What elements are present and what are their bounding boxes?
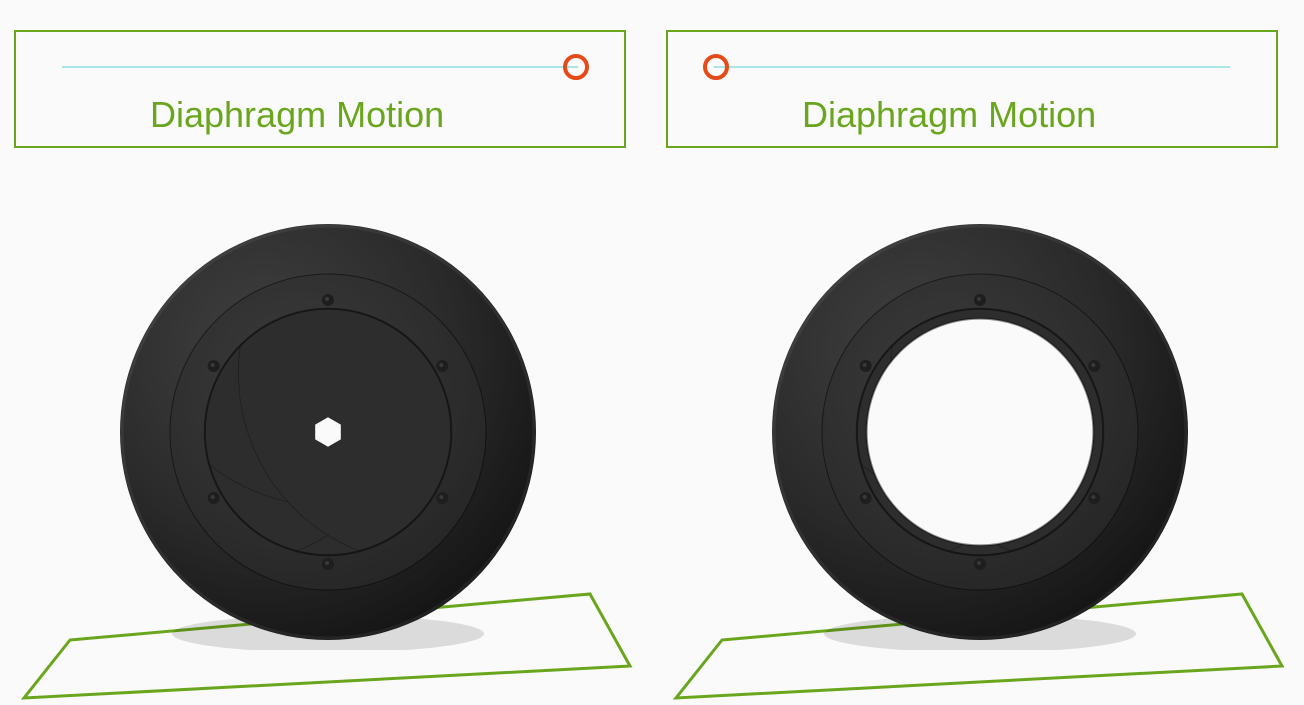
slider-label: Diaphragm Motion: [802, 94, 1096, 136]
slider-track[interactable]: [62, 66, 578, 68]
diaphragm-model: [110, 214, 546, 655]
diaphragm-model: [762, 214, 1198, 655]
panel-right: Diaphragm Motion: [652, 0, 1304, 705]
slider-label: Diaphragm Motion: [150, 94, 444, 136]
canvas: Diaphragm Motion Diaphragm Motion: [0, 0, 1304, 705]
slider-handle[interactable]: [563, 54, 589, 80]
slider-handle[interactable]: [703, 54, 729, 80]
panel-left: Diaphragm Motion: [0, 0, 652, 705]
slider-track[interactable]: [714, 66, 1230, 68]
